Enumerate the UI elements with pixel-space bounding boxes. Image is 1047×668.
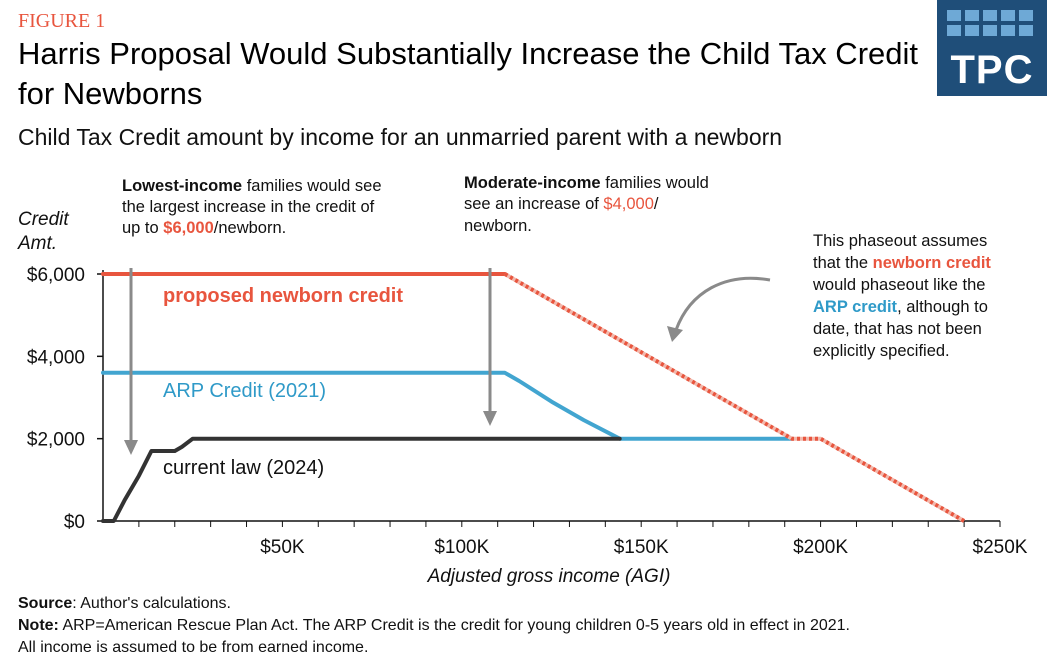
y-tick-label: $2,000 — [27, 430, 85, 451]
source-label: Source — [18, 595, 73, 612]
lowest-income-annotation: Lowest-income families would see the lar… — [122, 177, 386, 237]
y-axis-label-line1: Credit — [18, 209, 69, 230]
moderate-line1-rest: families would — [601, 174, 709, 192]
moderate-line2-post: / — [654, 195, 659, 213]
phaseout-line6: explicitly specified. — [813, 342, 950, 360]
logo-text: TPC — [950, 48, 1034, 92]
phaseout-arrowhead-icon — [667, 326, 683, 342]
note-line2: All income is assumed to be from earned … — [18, 639, 369, 656]
y-tick-label: $6,000 — [27, 265, 85, 286]
x-tick-label: $150K — [614, 537, 669, 558]
x-tick-label: $250K — [973, 537, 1028, 558]
tpc-logo: TPC — [937, 0, 1047, 96]
note-text: ARP=American Rescue Plan Act. The ARP Cr… — [58, 617, 850, 634]
note-line1: Note: ARP=American Rescue Plan Act. The … — [18, 617, 850, 635]
x-tick-label: $200K — [793, 537, 848, 558]
moderate-line2-amt: $4,000 — [603, 195, 653, 213]
phaseout-line2-hl: newborn credit — [873, 254, 992, 272]
lowest-line2: the largest increase in the credit of — [122, 198, 375, 216]
phaseout-annotation: This phaseout assumes that the newborn c… — [812, 232, 996, 360]
lowest-bold: Lowest-income — [122, 177, 242, 195]
lowest-line3-pre: up to — [122, 219, 163, 237]
lowest-line1-rest: families would see — [242, 177, 381, 195]
phaseout-line4-post: , although to — [897, 298, 988, 316]
moderate-bold: Moderate-income — [464, 174, 601, 192]
phaseout-curved-arrow — [674, 276, 771, 331]
x-tick-label: $50K — [260, 537, 305, 558]
series-label-current: current law (2024) — [163, 457, 324, 479]
phaseout-line2-pre: that the — [813, 254, 873, 272]
lowest-income-arrowhead-icon — [124, 440, 138, 455]
moderate-line3: newborn. — [464, 217, 532, 235]
chart-subtitle: Child Tax Credit amount by income for an… — [18, 124, 783, 150]
y-tick-label: $0 — [64, 512, 85, 533]
moderate-income-annotation: Moderate-income families would see an in… — [464, 174, 713, 235]
phaseout-line3: would phaseout like the — [812, 276, 985, 294]
y-axis-label-line2: Amt. — [17, 233, 57, 254]
chart-title: Harris Proposal Would Substantially Incr… — [18, 36, 918, 111]
phaseout-line1: This phaseout assumes — [813, 232, 987, 250]
phaseout-line4-hl: ARP credit — [813, 298, 898, 316]
logo-grid-icon — [947, 10, 1033, 36]
lowest-line3-amt: $6,000 — [163, 219, 213, 237]
source-note: Source: Author's calculations. — [18, 595, 231, 613]
series-label-arp: ARP Credit (2021) — [163, 380, 326, 402]
series-label-proposed: proposed newborn credit — [163, 285, 403, 307]
y-tick-label: $4,000 — [27, 347, 85, 368]
series-line-proposed-phaseout-bg — [503, 272, 966, 523]
x-tick-label: $100K — [434, 537, 489, 558]
series-line-current — [101, 436, 622, 523]
x-axis-label: Adjusted gross income (AGI) — [427, 566, 671, 587]
moderate-line2-pre: see an increase of — [464, 195, 603, 213]
source-text: : Author's calculations. — [72, 595, 231, 612]
figure-label: FIGURE 1 — [18, 10, 106, 32]
moderate-income-arrowhead-icon — [483, 411, 497, 426]
note-label: Note: — [18, 617, 59, 634]
lowest-line3-post: /newborn. — [214, 219, 286, 237]
phaseout-line5: date, that has not been — [813, 320, 982, 338]
